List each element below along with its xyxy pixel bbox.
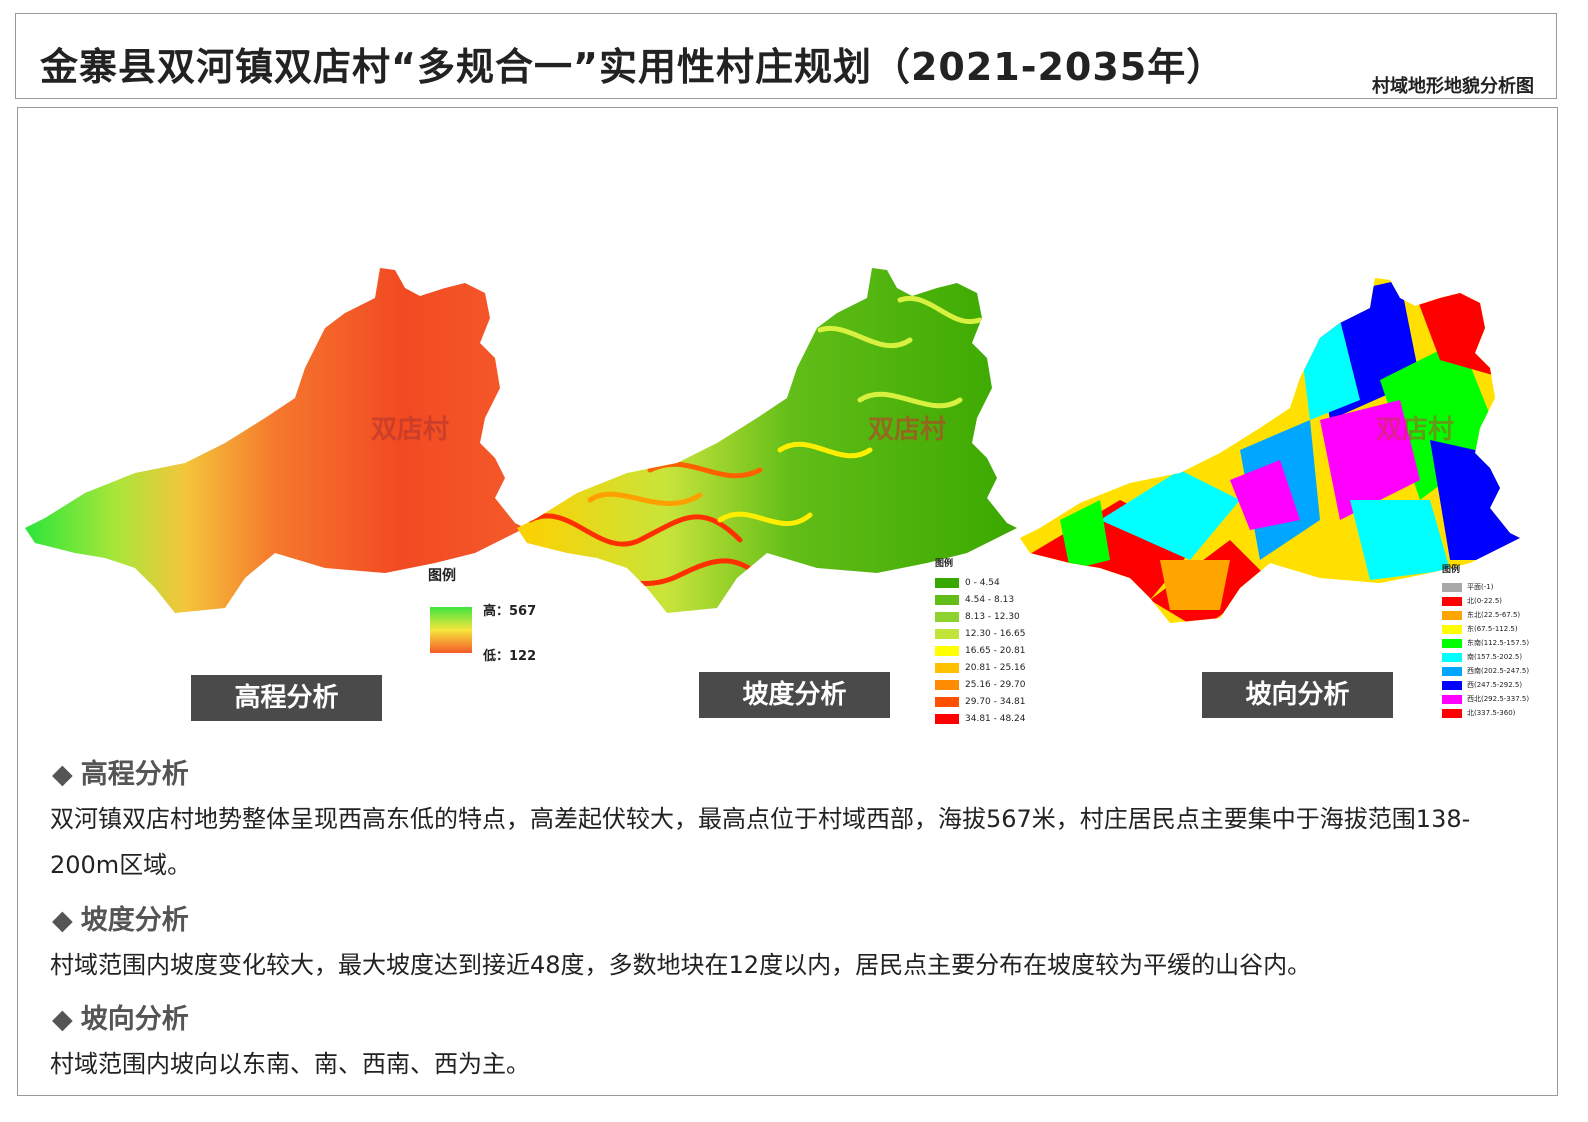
aspect-panel-label: 坡向分析: [1202, 672, 1393, 718]
aspect-legend-label: 平面(-1): [1467, 583, 1494, 591]
slope-legend-row: 12.30 - 16.65: [935, 625, 1026, 642]
slope-legend-swatch: [935, 696, 959, 707]
aspect-legend-label: 东北(22.5-67.5): [1467, 611, 1521, 619]
aspect-legend-label: 北(337.5-360): [1467, 709, 1516, 717]
slope-legend-swatch: [935, 645, 959, 656]
aspect-legend-label: 西南(202.5-247.5): [1467, 667, 1530, 675]
village-label-slope: 双店村: [868, 415, 946, 445]
slope-legend-row: 34.81 - 48.24: [935, 710, 1026, 727]
elevation-legend-gradient: [430, 607, 472, 653]
aspect-legend-swatch: [1442, 624, 1462, 634]
slope-legend-row: 4.54 - 8.13: [935, 591, 1026, 608]
slope-legend-row: 20.81 - 25.16: [935, 659, 1026, 676]
slope-legend-swatch: [935, 594, 959, 605]
aspect-legend-label: 东(67.5-112.5): [1467, 625, 1518, 633]
slope-legend-row: 8.13 - 12.30: [935, 608, 1026, 625]
slope-legend-title: 图例: [935, 559, 954, 569]
elevation-map: [25, 268, 525, 613]
slope-legend-label: 4.54 - 8.13: [965, 594, 1015, 605]
aspect-legend-row: 南(157.5-202.5): [1442, 650, 1529, 664]
aspect-legend-label: 西(247.5-292.5): [1467, 681, 1523, 689]
aspect-legend-label: 北(0-22.5): [1467, 597, 1503, 605]
slope-legend-label: 25.16 - 29.70: [965, 679, 1026, 690]
aspect-legend-row: 北(0-22.5): [1442, 594, 1529, 608]
aspect-legend-row: 西北(292.5-337.5): [1442, 692, 1529, 706]
slope-legend-swatch: [935, 577, 959, 588]
slope-legend-label: 12.30 - 16.65: [965, 628, 1026, 639]
aspect-legend-row: 西南(202.5-247.5): [1442, 664, 1529, 678]
header-box: 金寨县双河镇双店村“多规合一”实用性村庄规划（2021-2035年） 村域地形地…: [15, 13, 1557, 99]
slope-legend-swatch: [935, 611, 959, 622]
aspect-legend-swatch: [1442, 652, 1462, 662]
aspect-legend-swatch: [1442, 694, 1462, 704]
slope-legend-row: 0 - 4.54: [935, 574, 1026, 591]
slope-legend-swatch: [935, 679, 959, 690]
aspect-legend-label: 南(157.5-202.5): [1467, 653, 1523, 661]
aspect-legend-swatch: [1442, 582, 1462, 592]
aspect-legend-swatch: [1442, 666, 1462, 676]
aspect-legend-swatch: [1442, 610, 1462, 620]
elevation-high-label: 高：567: [483, 604, 537, 619]
aspect-legend-swatch: [1442, 708, 1462, 718]
aspect-legend-label: 西北(292.5-337.5): [1467, 695, 1530, 703]
slope-legend-label: 16.65 - 20.81: [965, 645, 1026, 656]
aspect-legend-row: 东南(112.5-157.5): [1442, 636, 1529, 650]
slope-legend-swatch: [935, 628, 959, 639]
diamond-bullet-icon: ◆: [52, 759, 73, 790]
section-heading-elevation: ◆ 高程分析: [52, 759, 189, 790]
section-body-aspect: 村域范围内坡向以东南、南、西南、西为主。: [50, 1050, 530, 1078]
aspect-legend-swatch: [1442, 638, 1462, 648]
aspect-legend-row: 平面(-1): [1442, 580, 1529, 594]
slope-legend-label: 0 - 4.54: [965, 577, 1000, 588]
aspect-legend-row: 北(337.5-360): [1442, 706, 1529, 720]
slope-legend-label: 8.13 - 12.30: [965, 611, 1020, 622]
elevation-legend: 图例: [428, 565, 456, 585]
slope-legend-row: 16.65 - 20.81: [935, 642, 1026, 659]
slope-legend-label: 34.81 - 48.24: [965, 713, 1026, 724]
section-heading-aspect: ◆ 坡向分析: [52, 1004, 189, 1035]
slope-legend: 图例 0 - 4.54 4.54 - 8.13 8.13 - 12.30 12.30 …: [935, 556, 1026, 727]
aspect-legend-row: 东(67.5-112.5): [1442, 622, 1529, 636]
slope-legend-swatch: [935, 713, 959, 724]
slope-legend-swatch: [935, 662, 959, 673]
village-label-elevation: 双店村: [371, 415, 449, 445]
elevation-low-label: 低：122: [483, 649, 537, 664]
section-body-slope: 村域范围内坡度变化较大，最大坡度达到接近48度，多数地块在12度以内，居民点主要…: [50, 951, 1312, 979]
section-body-elevation: 双河镇双店村地势整体呈现西高东低的特点，高差起伏较大，最高点位于村域西部，海拔5…: [50, 805, 1471, 879]
diamond-bullet-icon: ◆: [52, 1004, 73, 1035]
elevation-panel-label: 高程分析: [191, 675, 382, 721]
aspect-legend-title: 图例: [1442, 565, 1461, 575]
page-title: 金寨县双河镇双店村“多规合一”实用性村庄规划（2021-2035年）: [40, 45, 1226, 89]
slope-legend-row: 29.70 - 34.81: [935, 693, 1026, 710]
aspect-legend: 图例 平面(-1) 北(0-22.5) 东北(22.5-67.5) 东(67.5-11…: [1442, 562, 1529, 720]
section-heading-slope: ◆ 坡度分析: [52, 905, 189, 936]
elevation-legend-title: 图例: [428, 568, 456, 584]
slope-legend-label: 29.70 - 34.81: [965, 696, 1026, 707]
village-label-aspect: 双店村: [1376, 415, 1454, 445]
page-subtitle: 村域地形地貌分析图: [1372, 76, 1534, 97]
diamond-bullet-icon: ◆: [52, 905, 73, 936]
aspect-legend-swatch: [1442, 680, 1462, 690]
slope-legend-row: 25.16 - 29.70: [935, 676, 1026, 693]
aspect-legend-row: 西(247.5-292.5): [1442, 678, 1529, 692]
aspect-legend-row: 东北(22.5-67.5): [1442, 608, 1529, 622]
slope-legend-label: 20.81 - 25.16: [965, 662, 1026, 673]
aspect-legend-label: 东南(112.5-157.5): [1467, 639, 1530, 647]
aspect-legend-swatch: [1442, 596, 1462, 606]
slope-panel-label: 坡度分析: [699, 672, 890, 718]
content-frame: [17, 107, 1558, 1096]
